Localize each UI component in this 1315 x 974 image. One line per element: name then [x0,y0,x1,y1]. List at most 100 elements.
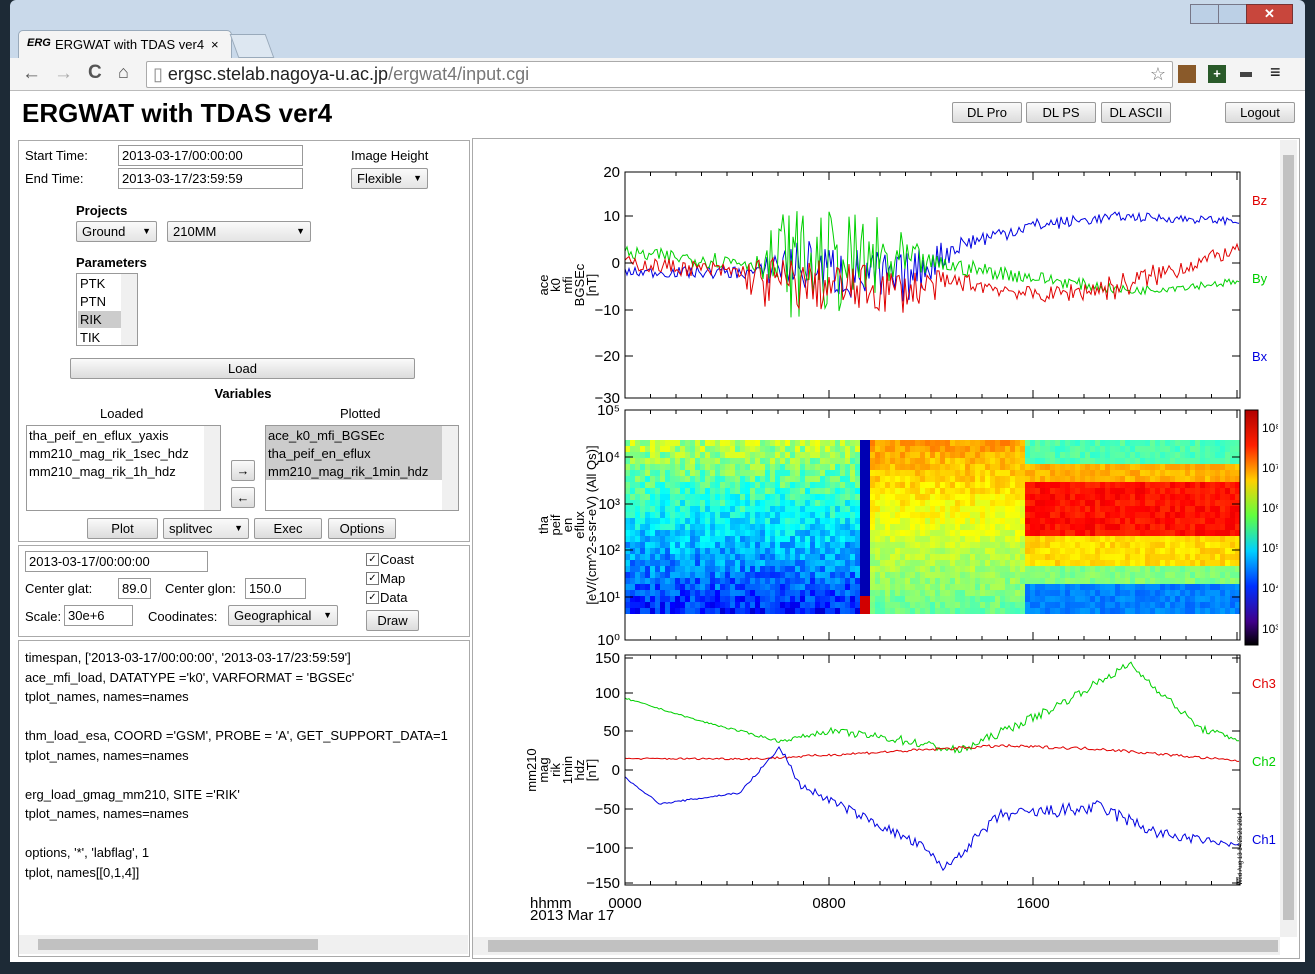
list-item[interactable]: tha_peif_en_eflux_yaxis [29,428,169,443]
glon-input[interactable]: 150.0 [245,578,306,599]
list-item[interactable]: ace_k0_mfi_BGSEc [268,428,384,443]
spectrogram-cell [650,542,655,548]
list-item[interactable]: TIK [78,329,122,346]
spectrogram-cell [1040,584,1045,590]
list-item[interactable]: mm210_mag_rik_1min_hdz [268,464,428,479]
end-input[interactable]: 2013-03-17/23:59:59 [118,168,303,189]
start-input[interactable]: 2013-03-17/00:00:00 [118,145,303,166]
spectrogram-cell [795,566,800,572]
spectrogram-cell [700,440,705,446]
header-button[interactable]: DL ASCII [1101,102,1171,123]
header-button[interactable]: DL PS [1026,102,1096,123]
spectrogram-cell [655,578,660,584]
spectrogram-cell [1035,602,1040,608]
spectrogram-cell [990,512,995,518]
spectrogram-cell [890,566,895,572]
checkbox[interactable]: ✓ [366,591,379,604]
spectrogram-cell [1000,476,1005,482]
draw-button[interactable]: Draw [366,610,419,631]
scroll-thumb[interactable] [38,939,318,950]
spectrogram-cell [1005,488,1010,494]
spectrogram-cell [725,494,730,500]
list-item[interactable]: PTN [78,293,122,310]
spectrogram-cell [665,536,670,542]
spectrogram-cell [665,572,670,578]
checkbox[interactable]: ✓ [366,572,379,585]
spectrogram-cell [775,500,780,506]
list-item[interactable]: mm210_mag_rik_1h_hdz [29,464,176,479]
coord-select[interactable]: Geographical [228,605,338,626]
spectrogram-cell [1100,494,1105,500]
subproject-select[interactable]: 210MM [167,221,311,242]
load-button[interactable]: Load [70,358,415,379]
spectrogram-cell [955,452,960,458]
image-height-select[interactable]: Flexible [351,168,428,189]
spectrogram-cell [860,470,865,476]
header-button[interactable]: Logout [1225,102,1295,123]
spectrogram-cell [690,608,695,614]
spectrogram-cell [805,530,810,536]
spectrogram-cell [695,602,700,608]
spectrogram-cell [755,560,760,566]
move-left-button[interactable]: ← [231,487,255,508]
spectrogram-cell [1225,572,1230,578]
plot-mode-select[interactable]: splitvec [163,518,249,539]
parameter-list[interactable]: PTKPTNRIKTIK [76,273,138,346]
spectrogram-cell [1220,482,1225,488]
spectrogram-cell [850,566,855,572]
spectrogram-cell [1110,488,1115,494]
spectrogram-cell [1175,476,1180,482]
spectrogram-cell [650,446,655,452]
spectrogram-cell [980,530,985,536]
spectrogram-cell [980,542,985,548]
v-scrollbar[interactable] [1280,140,1297,937]
spectrogram-cell [930,566,935,572]
spectrogram-cell [1055,440,1060,446]
spectrogram-cell [1155,464,1160,470]
h-scrollbar[interactable] [473,937,1280,955]
list-item[interactable]: tha_peif_en_eflux [268,446,371,461]
spectrogram-cell [1200,500,1205,506]
spectrogram-cell [930,476,935,482]
move-right-button[interactable]: → [231,460,255,481]
spectrogram-cell [925,458,930,464]
checkbox[interactable]: ✓ [366,553,379,566]
spectrogram-cell [775,506,780,512]
loaded-list[interactable]: tha_peif_en_eflux_yaxis mm210_mag_rik_1se… [26,425,221,511]
plot-button[interactable]: Plot [87,518,158,539]
spectrogram-cell [1155,494,1160,500]
spectrogram-cell [630,536,635,542]
list-item[interactable]: PTK [78,275,122,292]
header-button[interactable]: DL Pro [952,102,1022,123]
options-button[interactable]: Options [328,518,396,539]
scroll-thumb[interactable] [488,940,1278,952]
spectrogram-cell [630,602,635,608]
spectrogram-cell [745,470,750,476]
spectrogram-cell [835,500,840,506]
spectrogram-cell [1105,602,1110,608]
list-item[interactable]: mm210_mag_rik_1sec_hdz [29,446,189,461]
spectrogram-cell [1035,458,1040,464]
glat-input[interactable]: 89.0 [118,578,151,599]
project-select[interactable]: Ground [76,221,157,242]
list-item[interactable]: RIK [78,311,122,328]
plotted-list[interactable]: ace_k0_mfi_BGSEc tha_peif_en_eflux mm210_m… [265,425,459,511]
spectrogram-cell [695,596,700,602]
spectrogram-cell [650,512,655,518]
exec-button[interactable]: Exec [254,518,322,539]
scale-input[interactable]: 30e+6 [64,605,133,626]
spectrogram-cell [1200,506,1205,512]
spectrogram-cell [1100,560,1105,566]
spectrogram-cell [710,476,715,482]
spectrogram-cell [750,542,755,548]
spectrogram-cell [630,512,635,518]
spectrogram-cell [760,554,765,560]
spectrogram-cell [1015,464,1020,470]
spectrogram-cell [1080,548,1085,554]
spectrogram-cell [920,446,925,452]
spectrogram-cell [920,512,925,518]
spectrogram-cell [800,494,805,500]
spectrogram-cell [895,578,900,584]
map-time-input[interactable]: 2013-03-17/00:00:00 [25,551,208,572]
scroll-thumb[interactable] [1283,155,1294,920]
